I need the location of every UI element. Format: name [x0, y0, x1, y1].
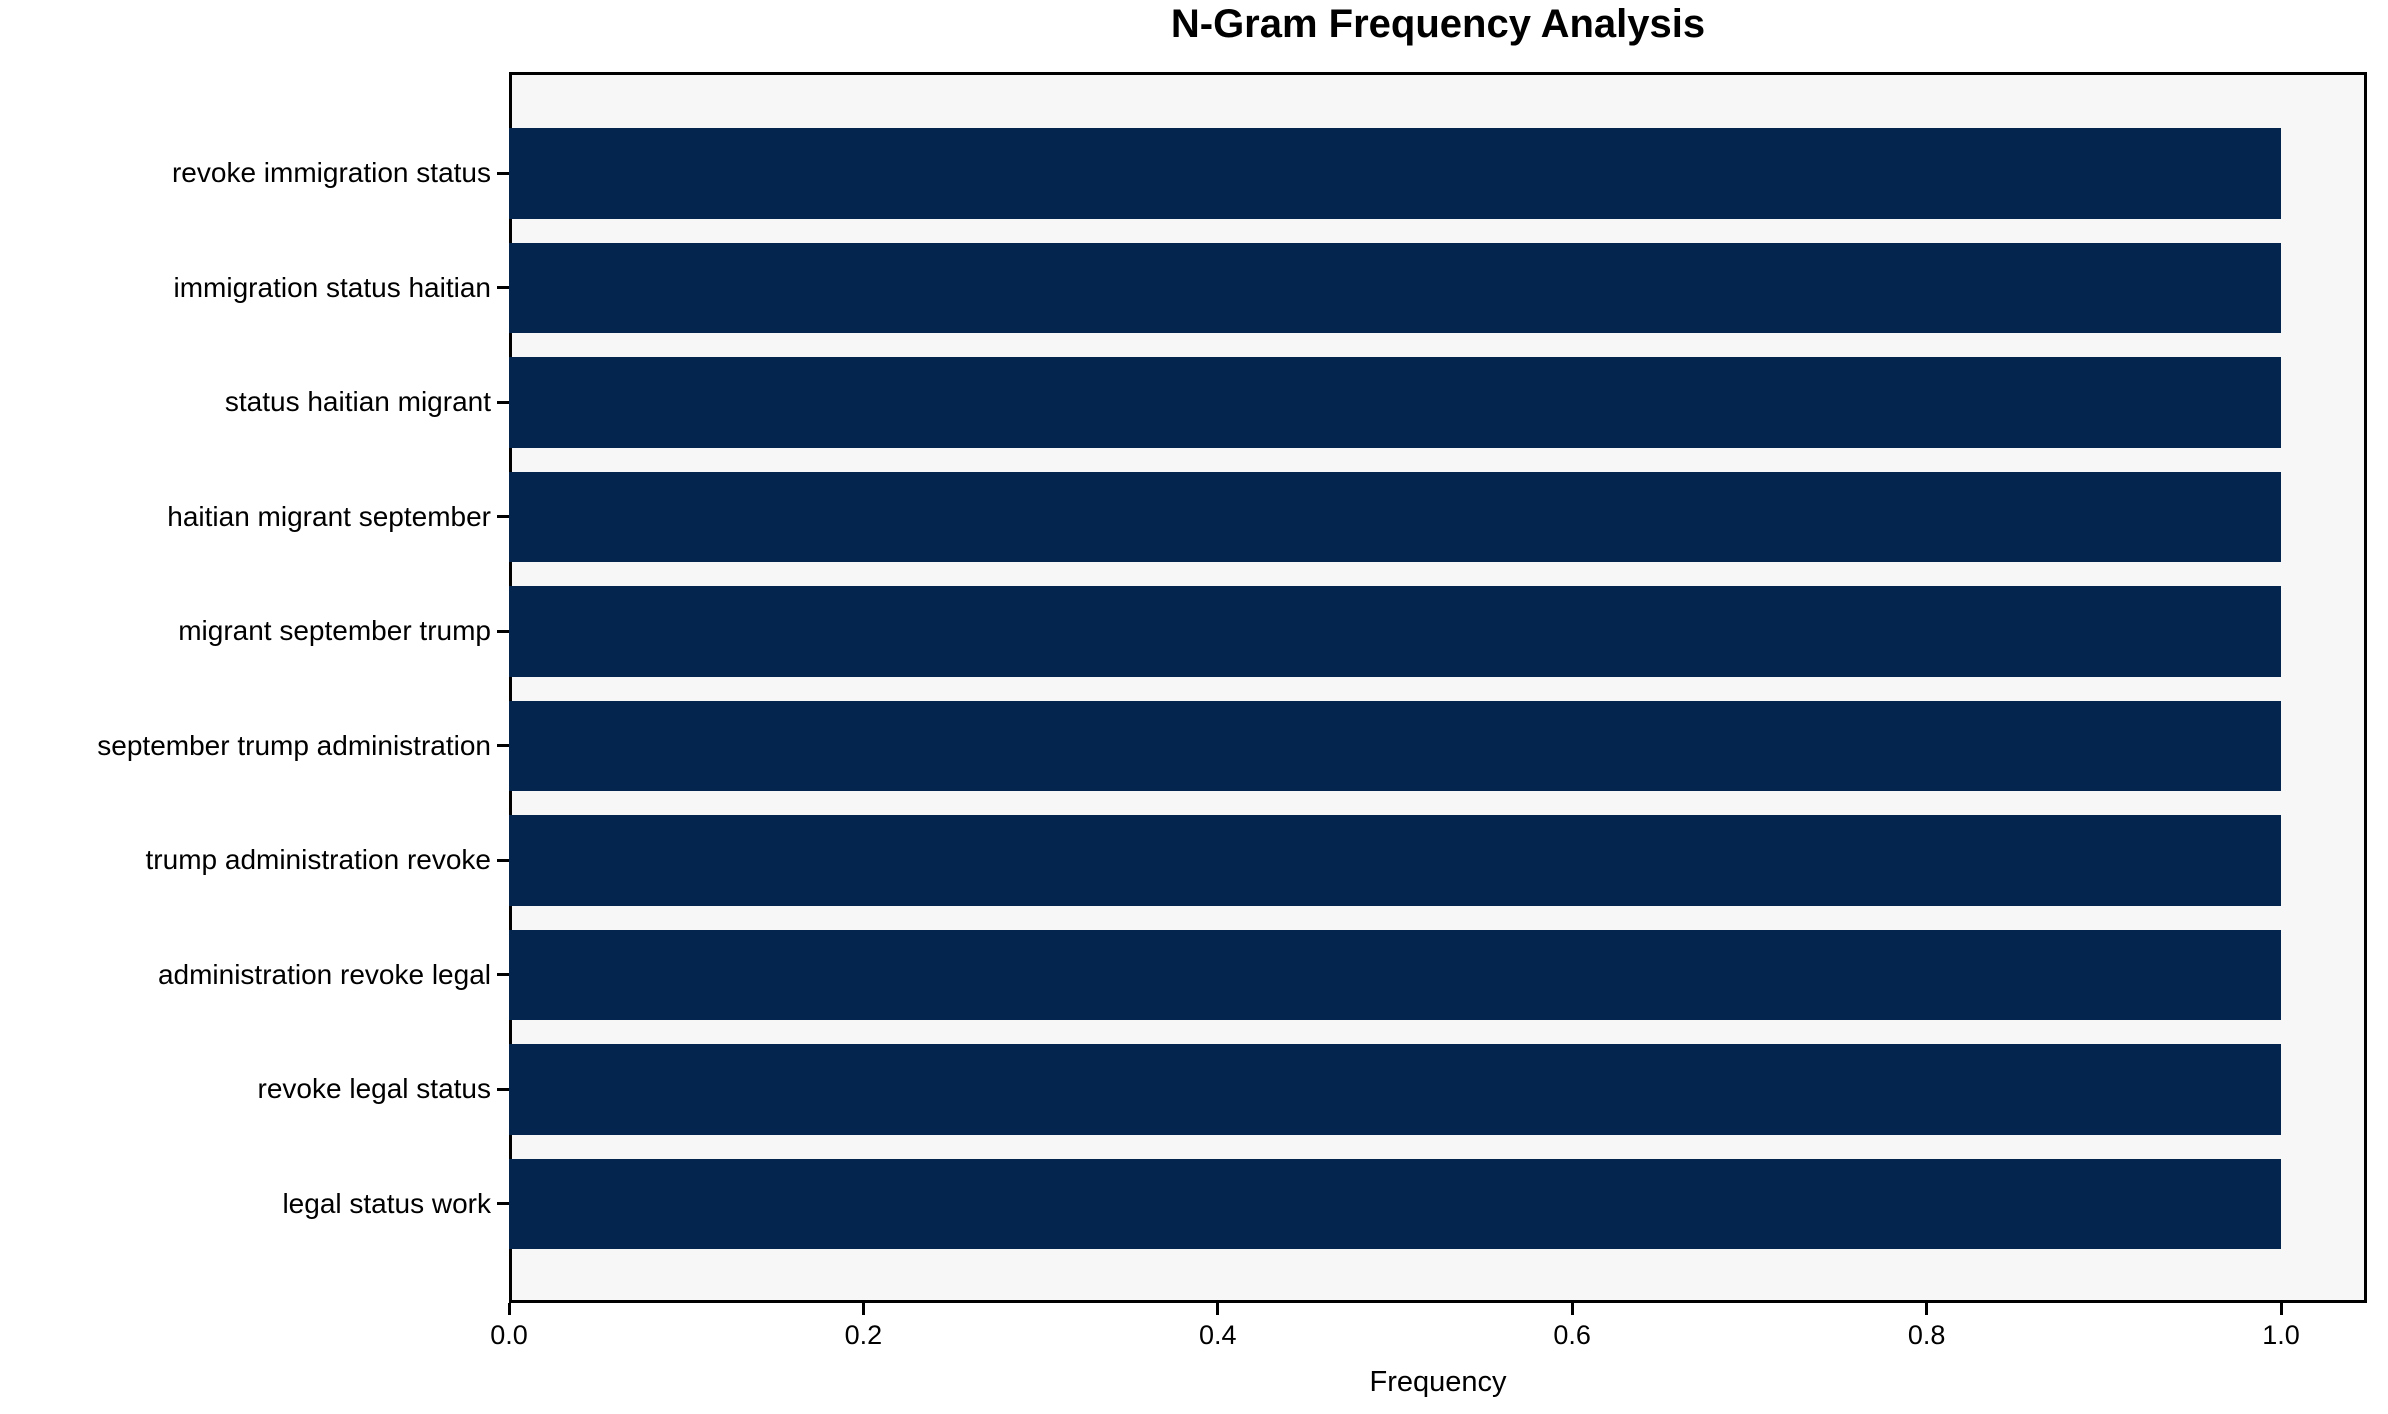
x-tick-mark — [1570, 1303, 1574, 1315]
y-tick-label: haitian migrant september — [167, 500, 491, 532]
x-tick-mark — [861, 1303, 865, 1315]
bar — [509, 700, 2281, 791]
y-tick-mark — [497, 973, 509, 977]
y-tick-label: immigration status haitian — [173, 271, 491, 303]
bar — [509, 929, 2281, 1020]
chart-title: N-Gram Frequency Analysis — [1170, 2, 1706, 46]
y-tick-mark — [497, 400, 509, 404]
y-tick-mark — [497, 1202, 509, 1206]
y-tick-label: september trump administration — [97, 729, 491, 761]
x-tick-mark — [507, 1303, 511, 1315]
bar — [509, 1158, 2281, 1249]
x-tick-label: 0.6 — [1553, 1320, 1591, 1350]
x-tick-mark — [1216, 1303, 1220, 1315]
y-tick-label: migrant september trump — [178, 615, 491, 647]
x-axis-label: Frequency — [1369, 1366, 1507, 1398]
y-tick-label: revoke legal status — [257, 1073, 491, 1105]
y-tick-mark — [497, 286, 509, 290]
bar — [509, 471, 2281, 562]
y-tick-mark — [497, 744, 509, 748]
y-tick-mark — [497, 515, 509, 519]
bar — [509, 586, 2281, 677]
y-tick-label: status haitian migrant — [224, 386, 491, 418]
y-tick-mark — [497, 858, 509, 862]
y-tick-mark — [497, 171, 509, 175]
bar — [509, 1044, 2281, 1135]
x-tick-label: 1.0 — [2262, 1320, 2300, 1350]
y-tick-mark — [497, 1087, 509, 1091]
x-tick-label: 0.0 — [490, 1320, 528, 1350]
y-tick-mark — [497, 629, 509, 633]
plot-area — [509, 72, 2367, 1303]
x-tick-mark — [1925, 1303, 1929, 1315]
y-tick-label: administration revoke legal — [157, 958, 491, 990]
x-tick-label: 0.8 — [1907, 1320, 1946, 1350]
x-tick-label: 0.4 — [1199, 1320, 1237, 1350]
x-tick-mark — [2279, 1303, 2283, 1315]
bar — [509, 357, 2281, 448]
y-tick-label: legal status work — [282, 1187, 491, 1219]
bar — [509, 815, 2281, 906]
bar — [509, 128, 2281, 219]
y-tick-label: revoke immigration status — [171, 157, 491, 189]
bar — [509, 242, 2281, 333]
x-tick-label: 0.2 — [844, 1320, 883, 1350]
y-tick-label: trump administration revoke — [145, 844, 491, 876]
